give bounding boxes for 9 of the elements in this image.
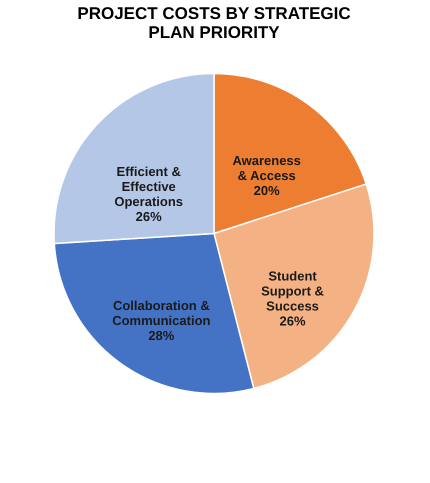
- data-label: 28%: [148, 328, 175, 343]
- slice-label: Student Support & Success: [261, 268, 324, 314]
- slice-label: Efficient & Effective Operations: [114, 164, 183, 210]
- data-label: 26%: [280, 314, 306, 329]
- chart-title: PROJECT COSTS BY STRATEGIC PLAN PRIORITY: [77, 4, 351, 42]
- slice-label: Awareness & Access: [232, 153, 301, 184]
- data-label: 26%: [136, 209, 162, 224]
- data-label: 20%: [254, 183, 280, 198]
- slice-label: Collaboration & Communication: [112, 298, 210, 328]
